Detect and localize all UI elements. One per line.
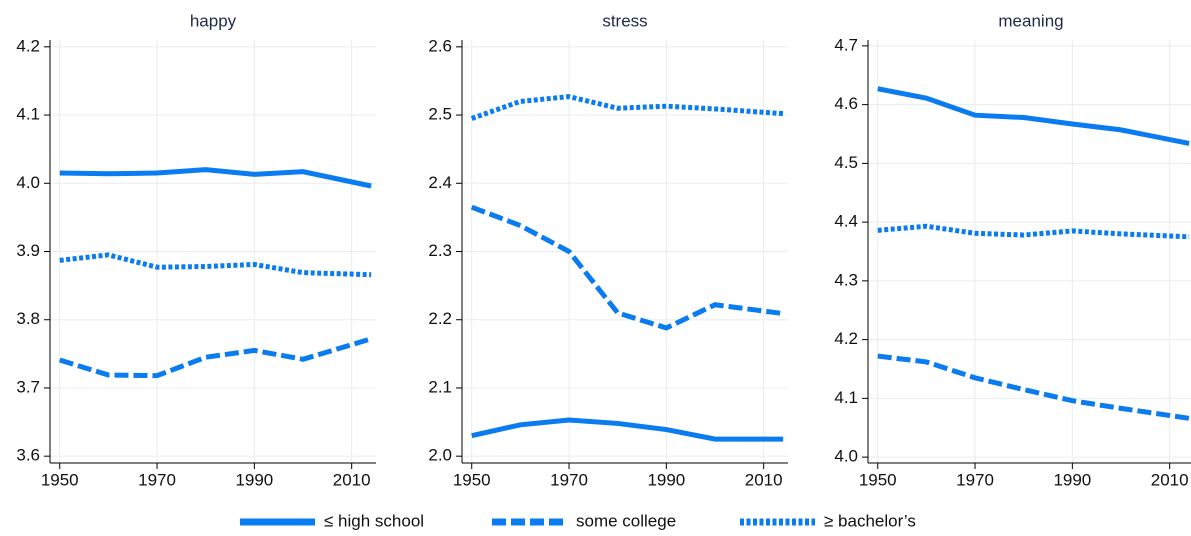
y-tick-label: 2.5 [428,105,452,124]
y-tick-label: 4.0 [16,173,40,192]
y-tick-label: 2.4 [428,173,452,192]
line-series [58,336,372,379]
legend-label: ≤ high school [324,511,424,530]
panel-title: meaning [998,11,1063,30]
x-tick-label: 1970 [550,470,588,489]
x-tick-label: 2010 [333,470,371,489]
x-tick-label: 1970 [956,470,994,489]
y-tick-label: 3.6 [16,446,40,465]
legend-label: ≥ bachelor’s [824,511,916,530]
y-tick-label: 4.4 [834,212,858,231]
x-tick-label: 1950 [453,470,491,489]
y-tick-label: 3.8 [16,309,40,328]
y-tick-label: 2.3 [428,241,452,260]
line-series [877,223,1190,240]
x-tick-label: 2010 [745,470,783,489]
y-tick-label: 4.1 [16,105,40,124]
y-tick-label: 3.7 [16,377,40,396]
y-tick-label: 4.2 [834,329,858,348]
x-tick-label: 2010 [1151,470,1189,489]
x-tick-label: 1970 [138,470,176,489]
y-tick-label: 4.5 [834,153,858,172]
y-tick-label: 4.1 [834,388,858,407]
x-tick-label: 1990 [235,470,273,489]
y-tick-label: 2.1 [428,377,452,396]
y-tick-label: 2.0 [428,446,452,465]
y-tick-label: 4.7 [834,35,858,54]
x-tick-label: 1950 [859,470,897,489]
y-tick-label: 3.9 [16,241,40,260]
y-tick-label: 4.2 [16,36,40,55]
y-tick-label: 2.6 [428,36,452,55]
x-tick-label: 1990 [647,470,685,489]
line-series [59,167,372,189]
y-tick-label: 4.3 [834,270,858,289]
legend-label: some college [576,511,676,530]
y-tick-label: 4.0 [834,447,858,466]
y-tick-label: 4.6 [834,94,858,113]
line-series [59,252,372,278]
line-series [470,204,784,331]
panel-title: happy [190,11,237,30]
line-series [877,86,1190,146]
y-tick-label: 2.2 [428,309,452,328]
x-tick-label: 1990 [1053,470,1091,489]
panel-title: stress [602,11,647,30]
line-series [471,417,784,442]
x-tick-label: 1950 [41,470,79,489]
line-series [877,353,1190,421]
line-series [470,94,784,121]
